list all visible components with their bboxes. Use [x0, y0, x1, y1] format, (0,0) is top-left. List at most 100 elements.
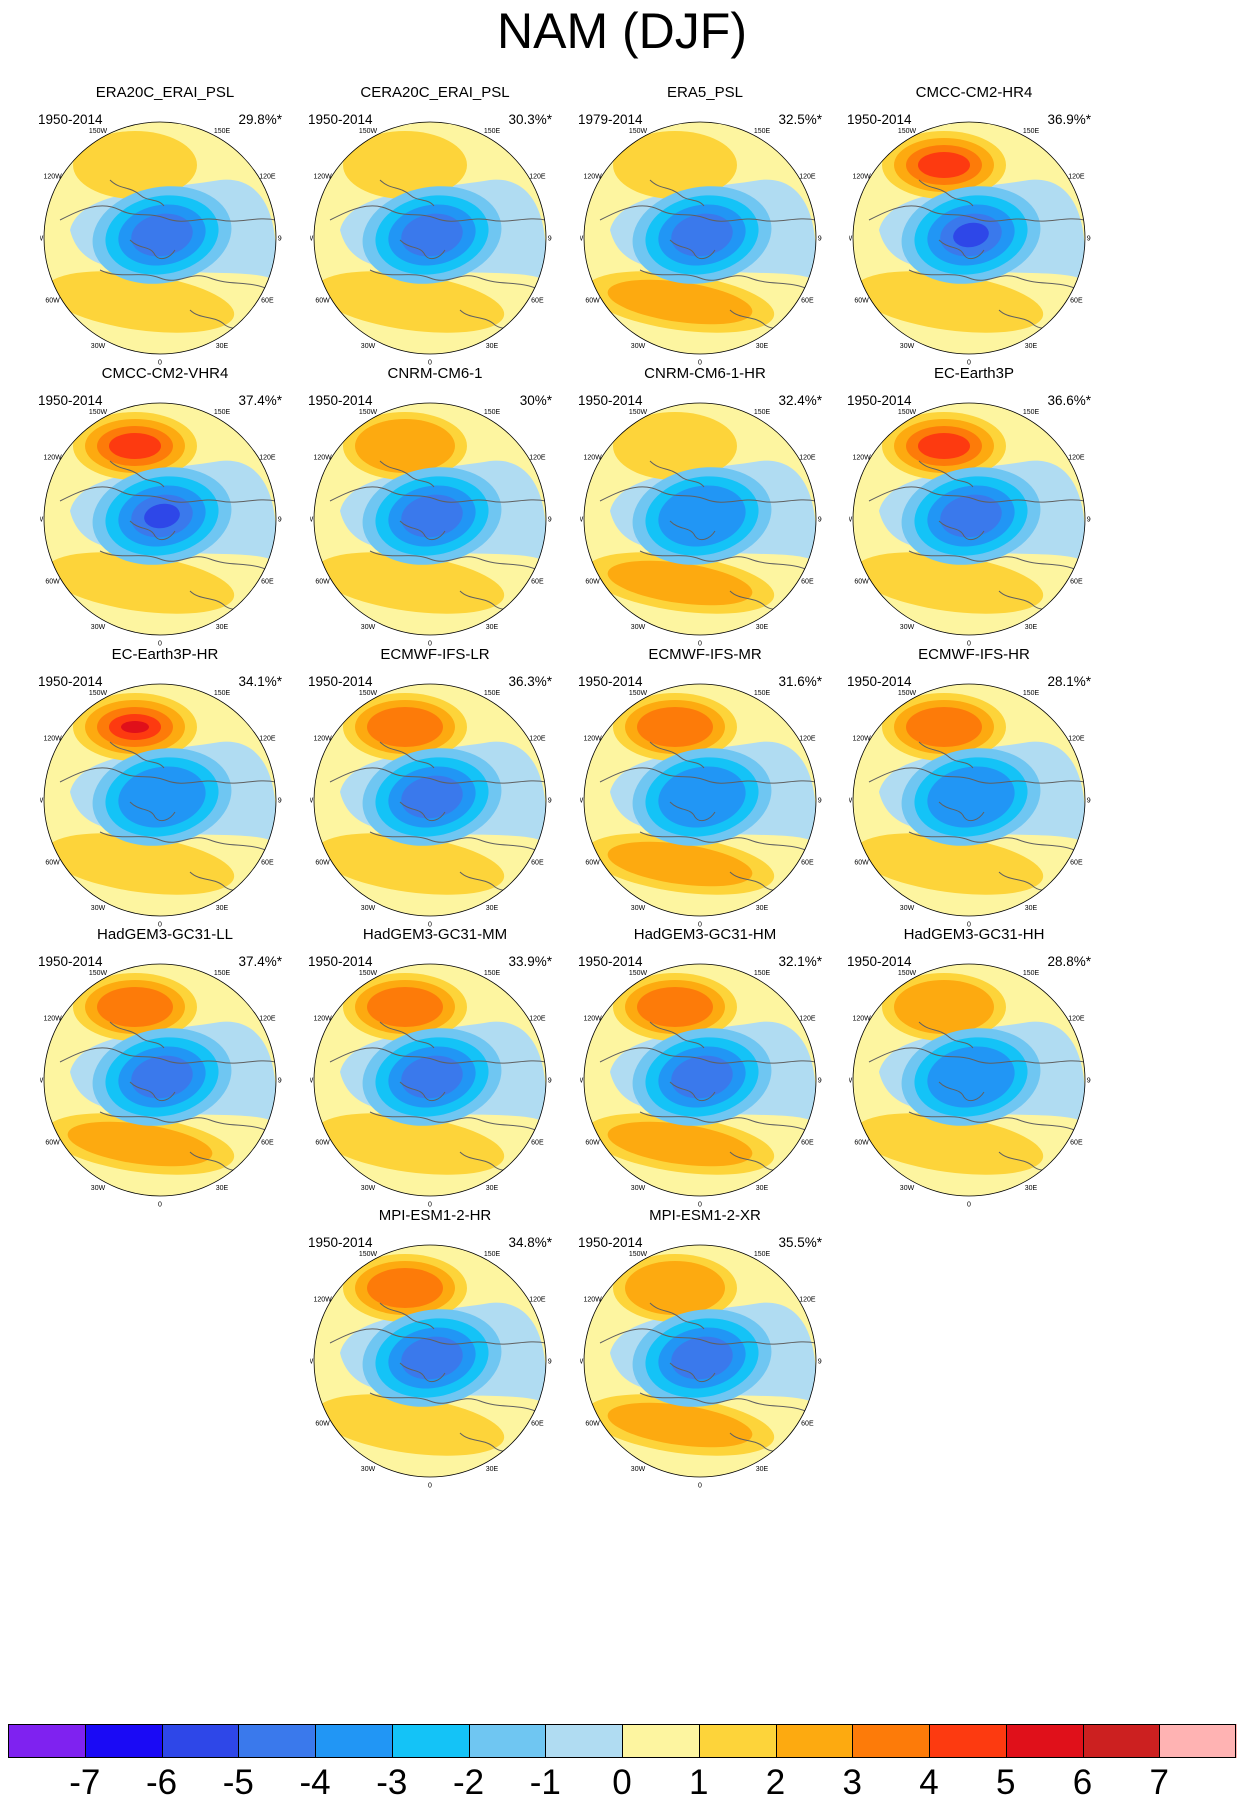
map-panel: ERA5_PSL1979-201432.5%*180150E120E90E60E…: [560, 84, 850, 402]
longitude-label: 60W: [315, 298, 330, 305]
colorbar-tick-label: 4: [919, 1763, 939, 1802]
longitude-label: 120W: [583, 455, 602, 462]
colorbar-divider: [775, 1724, 777, 1758]
panel-explained-variance: 36.6%*: [1047, 393, 1091, 408]
panel-period: 1950-2014: [308, 1235, 373, 1250]
colorbar-divider: [1159, 1724, 1161, 1758]
longitude-label: 0: [967, 1202, 971, 1209]
psl-anomaly-field: [44, 403, 276, 635]
psl-anomaly-field: [584, 403, 816, 635]
colorbar-swatch: [929, 1724, 1007, 1758]
longitude-label: 0: [158, 1202, 162, 1209]
longitude-label: 60E: [801, 860, 814, 867]
panel-period: 1950-2014: [578, 1235, 643, 1250]
longitude-label: 150W: [898, 409, 917, 416]
longitude-label: 30W: [631, 1185, 646, 1192]
longitude-label: 30E: [486, 343, 499, 350]
colorbar-divider: [391, 1724, 393, 1758]
polar-stereographic-map: 180150E120E90E60E30E030W60W90W120W150W: [849, 121, 1091, 367]
panel-explained-variance: 37.4%*: [238, 954, 282, 969]
longitude-label: 90E: [548, 517, 552, 524]
colorbar-swatch: [315, 1724, 393, 1758]
longitude-label: 150E: [484, 970, 501, 977]
longitude-label: 120E: [259, 736, 276, 743]
longitude-label: 60E: [531, 298, 544, 305]
panel-period: 1950-2014: [38, 393, 103, 408]
longitude-label: 90E: [818, 798, 822, 805]
longitude-label: 90E: [548, 236, 552, 243]
longitude-label: 90E: [548, 1359, 552, 1366]
longitude-label: 120W: [583, 1016, 602, 1023]
longitude-label: 90E: [278, 236, 282, 243]
polar-stereographic-map: 180150E120E90E60E30E030W60W90W120W150W: [40, 683, 282, 929]
psl-anomaly-field: [314, 964, 546, 1196]
longitude-label: 60E: [261, 579, 274, 586]
colorbar-divider: [315, 1724, 316, 1758]
longitude-label: 30E: [486, 624, 499, 631]
longitude-label: 90W: [849, 1078, 853, 1085]
longitude-label: 120E: [1068, 1016, 1085, 1023]
longitude-label: 60E: [261, 1140, 274, 1147]
longitude-label: 90E: [278, 517, 282, 524]
longitude-label: 30W: [361, 1466, 376, 1473]
map-panel: HadGEM3-GC31-MM1950-201433.9%*180150E120…: [290, 926, 580, 1244]
longitude-label: 60W: [585, 298, 600, 305]
colorbar-tick-label: 2: [765, 1763, 786, 1802]
longitude-label: 150E: [214, 409, 231, 416]
longitude-label: 30W: [361, 343, 376, 350]
psl-anomaly-field: [853, 964, 1085, 1196]
longitude-label: 150E: [214, 128, 231, 135]
longitude-label: 120W: [43, 736, 62, 743]
colorbar-swatch: [468, 1724, 546, 1758]
colorbar-swatch: [622, 1724, 700, 1758]
colorbar-tick-label: -3: [376, 1763, 408, 1802]
longitude-label: 90W: [40, 1078, 44, 1085]
colorbar-divider: [929, 1724, 930, 1758]
colorbar-tick-label: -7: [69, 1763, 101, 1802]
longitude-label: 120W: [583, 736, 602, 743]
colorbar-swatch: [698, 1724, 776, 1758]
longitude-label: 60W: [585, 1421, 600, 1428]
map-panel: HadGEM3-GC31-LL1950-201437.4%*180150E120…: [20, 926, 310, 1244]
panel-title: EC-Earth3P-HR: [111, 646, 219, 663]
longitude-label: 90W: [310, 798, 314, 805]
colorbar-tick-label: 6: [1072, 1763, 1093, 1802]
colorbar-swatch: [8, 1724, 86, 1758]
longitude-label: 150W: [629, 1251, 648, 1258]
map-panel: CMCC-CM2-VHR41950-201437.4%*180150E120E9…: [20, 365, 310, 683]
panel-period: 1950-2014: [38, 674, 103, 689]
longitude-label: 0: [698, 360, 702, 367]
longitude-label: 90W: [310, 1078, 314, 1085]
polar-stereographic-map: 180150E120E90E60E30E030W60W90W120W150W: [310, 963, 552, 1209]
panel-explained-variance: 35.5%*: [778, 1235, 822, 1250]
panel-period: 1950-2014: [308, 112, 373, 127]
longitude-label: 120W: [852, 174, 871, 181]
longitude-label: 120E: [259, 455, 276, 462]
longitude-label: 120W: [313, 1297, 332, 1304]
longitude-label: 120E: [259, 1016, 276, 1023]
longitude-label: 120E: [259, 174, 276, 181]
longitude-label: 120W: [43, 455, 62, 462]
longitude-label: 30W: [900, 905, 915, 912]
colorbar-tick-label: 7: [1149, 1763, 1169, 1802]
longitude-label: 150E: [754, 1251, 771, 1258]
polar-stereographic-map: 180150E120E90E60E30E030W60W90W120W150W: [580, 121, 822, 367]
colorbar-tick-label: 0: [612, 1763, 632, 1802]
longitude-label: 60E: [1070, 298, 1083, 305]
map-panel: ERA20C_ERAI_PSL1950-201429.8%*180150E120…: [20, 84, 310, 402]
longitude-label: 60E: [261, 298, 274, 305]
panel-title: CMCC-CM2-VHR4: [101, 365, 229, 382]
longitude-label: 60E: [1070, 860, 1083, 867]
longitude-label: 120E: [799, 455, 816, 462]
colorbar: [8, 1724, 1237, 1760]
longitude-label: 30E: [216, 343, 229, 350]
panel-title: EC-Earth3P: [933, 365, 1015, 382]
colorbar-swatch: [1005, 1724, 1083, 1758]
longitude-label: 30W: [91, 905, 106, 912]
colorbar-tick-label: 1: [689, 1763, 709, 1802]
longitude-label: 0: [428, 641, 432, 648]
panel-title: MPI-ESM1-2-XR: [649, 1207, 761, 1224]
longitude-label: 30E: [216, 905, 229, 912]
psl-anomaly-field: [853, 122, 1085, 354]
longitude-label: 120W: [852, 1016, 871, 1023]
